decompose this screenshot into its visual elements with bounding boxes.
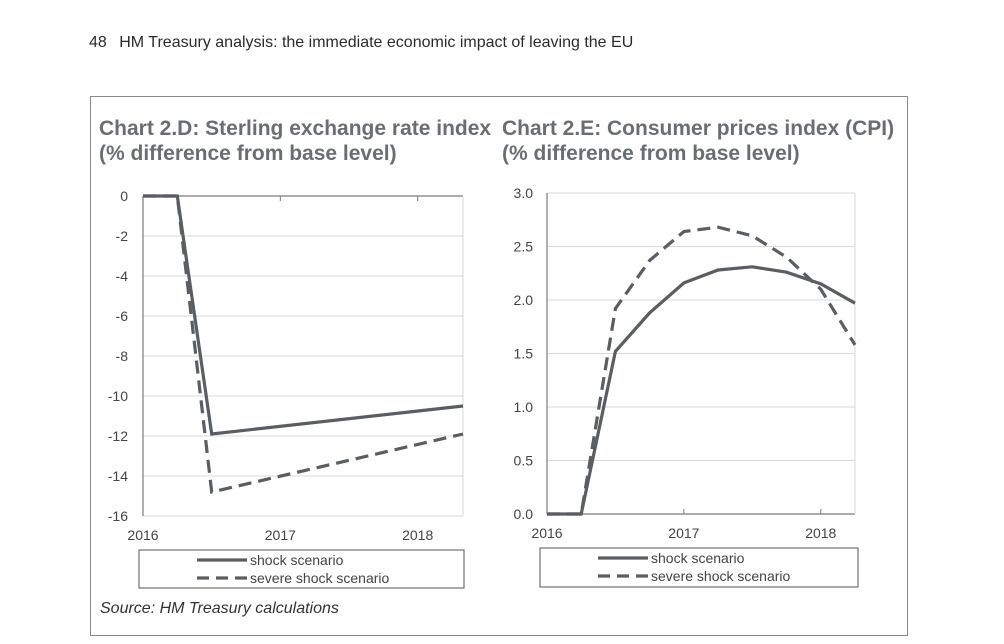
chart-e-ytick-label: 0.0 (514, 506, 534, 522)
chart-e-ytick-label: 1.0 (514, 399, 534, 415)
chart-d-xtick-label: 2016 (127, 527, 158, 543)
header-title: HM Treasury analysis: the immediate econ… (119, 34, 634, 51)
page-header: 48 HM Treasury analysis: the immediate e… (89, 34, 633, 52)
chart-d-series-severe-shock-line (143, 194, 464, 494)
chart-e-title-block: Chart 2.E: Consumer prices index (CPI) (… (502, 116, 894, 166)
chart-d-ytick-label: 0 (120, 188, 128, 204)
chart-e-subtitle: (% difference from base level) (502, 142, 800, 165)
source-note: Source: HM Treasury calculations (100, 600, 339, 617)
chart-e-legend-box (539, 547, 859, 588)
chart-e-ytick-label: 2.5 (514, 239, 534, 255)
chart-e-xtick-label: 2017 (668, 525, 699, 541)
chart-e-xtick-label: 2016 (531, 525, 562, 541)
chart-e-legend-label: shock scenario (651, 550, 745, 566)
chart-e-series-severe-shock-line (547, 225, 857, 516)
chart-e-legend-label: severe shock scenario (651, 568, 791, 584)
chart-d-ytick-label: -12 (108, 428, 128, 444)
chart-d-ytick-label: -6 (116, 308, 129, 324)
chart-d-ytick-label: -14 (108, 468, 128, 484)
chart-d-ytick-label: -16 (108, 508, 128, 524)
chart-e-ytick-label: 3.0 (514, 185, 534, 201)
chart-e-ytick-label: 2.0 (514, 292, 534, 308)
chart-e-title: Chart 2.E: Consumer prices index (CPI) (502, 117, 895, 140)
chart-d-series-shock-line (143, 194, 464, 436)
chart-d-title: Chart 2.D: Sterling exchange rate index (99, 117, 492, 140)
chart-d-ytick-label: -4 (116, 268, 129, 284)
chart-e-ytick-label: 0.5 (514, 453, 534, 469)
chart-d-xtick-label: 2017 (265, 527, 296, 543)
chart-d-legend-label: shock scenario (250, 552, 344, 568)
figure-frame (90, 96, 908, 636)
chart-d-title-block: Chart 2.D: Sterling exchange rate index … (99, 116, 491, 166)
chart-d-ytick-label: -10 (108, 388, 128, 404)
chart-d-subtitle: (% difference from base level) (99, 142, 397, 165)
chart-d-legend-label: severe shock scenario (250, 570, 390, 586)
chart-e-xtick-label: 2018 (805, 525, 836, 541)
chart-d-ytick-label: -2 (116, 228, 129, 244)
chart-d-legend-box (138, 549, 465, 589)
page-number: 48 (89, 34, 107, 51)
chart-d-xtick-label: 2018 (402, 527, 433, 543)
chart-e-ytick-label: 1.5 (514, 346, 534, 362)
chart-d-ytick-label: -8 (116, 348, 129, 364)
chart-e-series-shock-line (547, 265, 856, 516)
